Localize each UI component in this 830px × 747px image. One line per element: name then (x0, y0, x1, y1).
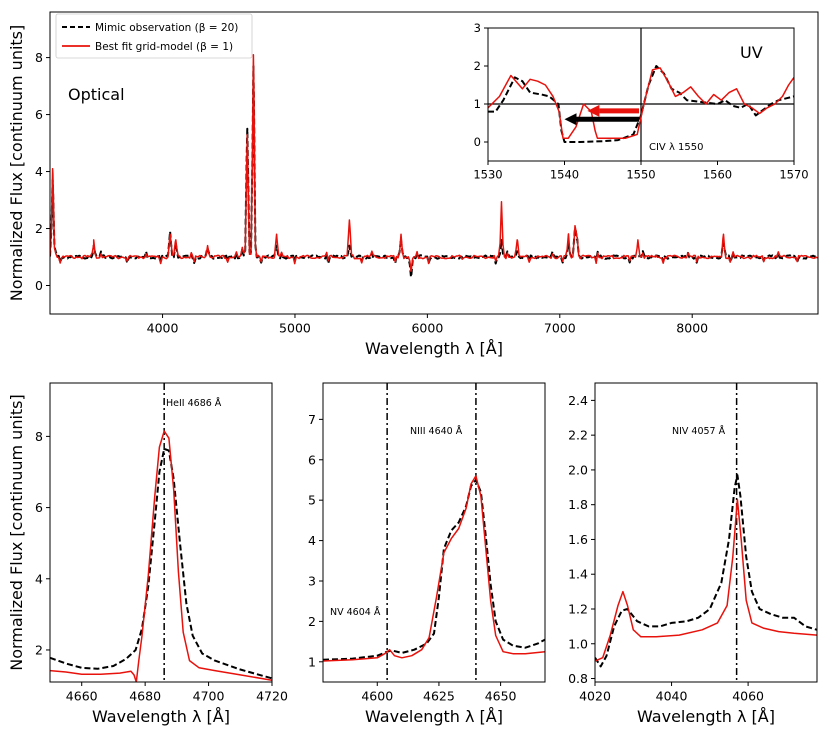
niii-ytick-label: 4 (308, 533, 316, 548)
uv-arrow-obs-head (564, 113, 577, 126)
niv-ytick-label: 1.6 (568, 532, 588, 547)
legend-model-label: Best fit grid-model (β = 1) (95, 41, 233, 53)
niv-ytick-label: 1.4 (568, 567, 588, 582)
optical-xtick-label: 6000 (411, 321, 443, 336)
heii-ytick-label: 2 (35, 642, 43, 657)
optical-xlabel: Wavelength λ [Å] (365, 339, 503, 358)
optical-xtick-label: 7000 (544, 321, 576, 336)
niii-ytick-label: 2 (308, 614, 316, 629)
niv-ytick-label: 1.8 (568, 497, 588, 512)
niv-series-model-line (595, 498, 817, 662)
niv-ytick-label: 2.2 (568, 428, 588, 443)
uv-inset-ytick-label: 2 (474, 59, 481, 73)
heii-xtick-label: 4660 (66, 689, 98, 704)
niii-ytick-label: 6 (308, 452, 316, 467)
optical-ytick-label: 0 (35, 278, 43, 293)
uv-inset-xtick-label: 1550 (626, 168, 655, 182)
niv-series-obs-line (595, 474, 817, 668)
uv-inset-xtick-label: 1570 (779, 168, 808, 182)
heii-ytick-label: 6 (35, 500, 43, 515)
niv-ytick-label: 2.0 (568, 462, 588, 477)
niii-panel: 4600 4625 4650 1 2 3 4 5 6 7 Wavelength λ [Å] NV 46… (308, 382, 546, 726)
uv-line-label: CIV λ 1550 (649, 142, 704, 153)
heii-ytick-label: 8 (35, 429, 43, 444)
niv-xtick-label: 4020 (579, 689, 611, 704)
niii-marker-label: NV 4604 Å (330, 606, 381, 618)
niii-xtick-label: 4600 (361, 689, 393, 704)
uv-arrow-model-head (587, 104, 600, 117)
optical-xtick-label: 4000 (147, 321, 179, 336)
niv-ytick-label: 1.2 (568, 601, 588, 616)
niii-ytick-label: 1 (308, 654, 316, 669)
niii-xlabel: Wavelength λ [Å] (365, 707, 503, 726)
uv-series-obs-line (488, 65, 794, 143)
optical-frame (49, 11, 819, 315)
heii-xtick-label: 4680 (129, 689, 161, 704)
niv-panel: 4020 4040 4060 0.8 1.0 1.2 1.4 1.6 1.8 2.0 2.2 2.4 W… (568, 382, 818, 726)
heii-plot-area (50, 383, 272, 682)
niii-ytick-label: 7 (308, 412, 316, 427)
niii-frame (322, 382, 546, 683)
legend-obs-label: Mimic observation (β = 20) (95, 22, 238, 34)
heii-marker-label: HeII 4686 Å (166, 397, 222, 409)
legend-box (55, 13, 253, 59)
optical-series-model-line (50, 53, 818, 273)
heii-frame (49, 382, 273, 683)
heii-ytick-label: 4 (35, 571, 43, 586)
optical-ytick-label: 8 (35, 50, 43, 65)
optical-ytick-label: 4 (35, 164, 43, 179)
niii-series-model-line (323, 475, 545, 662)
uv-inset-frame (487, 27, 795, 162)
optical-ytick-label: 6 (35, 107, 43, 122)
optical-xtick-label: 5000 (279, 321, 311, 336)
uv-inset-ytick-label: 3 (474, 21, 481, 35)
uv-inset-xtick-label: 1560 (703, 168, 732, 182)
uv-inset-xtick-label: 1540 (550, 168, 579, 182)
heii-xlabel: Wavelength λ [Å] (92, 707, 230, 726)
niv-marker-label: NIV 4057 Å (672, 425, 726, 437)
uv-inset-panel: 1530 1540 1550 1560 1570 0 1 2 3 UV CIV λ 1550 (473, 21, 808, 181)
optical-annotation: Optical (68, 85, 125, 104)
niv-ytick-label: 2.4 (568, 393, 588, 408)
uv-inset-ytick-label: 0 (474, 135, 481, 149)
niii-xtick-label: 4625 (423, 689, 455, 704)
optical-ytick-label: 2 (35, 221, 43, 236)
uv-series-model-line (488, 67, 794, 139)
uv-inset-ytick-label: 1 (474, 97, 481, 111)
niii-series-obs-line (323, 479, 545, 661)
niii-ytick-label: 3 (308, 573, 316, 588)
niv-frame (594, 382, 818, 683)
heii-panel: 4660 4680 4700 4720 2 4 6 8 Wavelength λ [Å] Norm… (7, 382, 288, 726)
uv-inset-xtick-label: 1530 (473, 168, 502, 182)
niii-ytick-label: 5 (308, 493, 316, 508)
uv-annotation: UV (740, 43, 763, 62)
niii-xtick-label: 4650 (485, 689, 517, 704)
heii-series-obs-line (50, 447, 272, 680)
niv-xtick-label: 4040 (656, 689, 688, 704)
heii-xtick-label: 4700 (193, 689, 225, 704)
niv-xtick-label: 4060 (732, 689, 764, 704)
heii-xtick-label: 4720 (256, 689, 288, 704)
niv-xlabel: Wavelength λ [Å] (637, 707, 775, 726)
optical-xtick-label: 8000 (676, 321, 708, 336)
niii-marker-label: NIII 4640 Å (410, 425, 463, 437)
heii-ylabel: Normalized Flux [continuum units] (7, 394, 26, 671)
heii-series-model-line (50, 430, 272, 682)
legend: Mimic observation (β = 20) Best fit grid… (55, 13, 253, 59)
niv-ytick-label: 0.8 (568, 671, 588, 686)
optical-ylabel: Normalized Flux [continuum units] (7, 25, 26, 302)
niv-ytick-label: 1.0 (568, 636, 588, 651)
